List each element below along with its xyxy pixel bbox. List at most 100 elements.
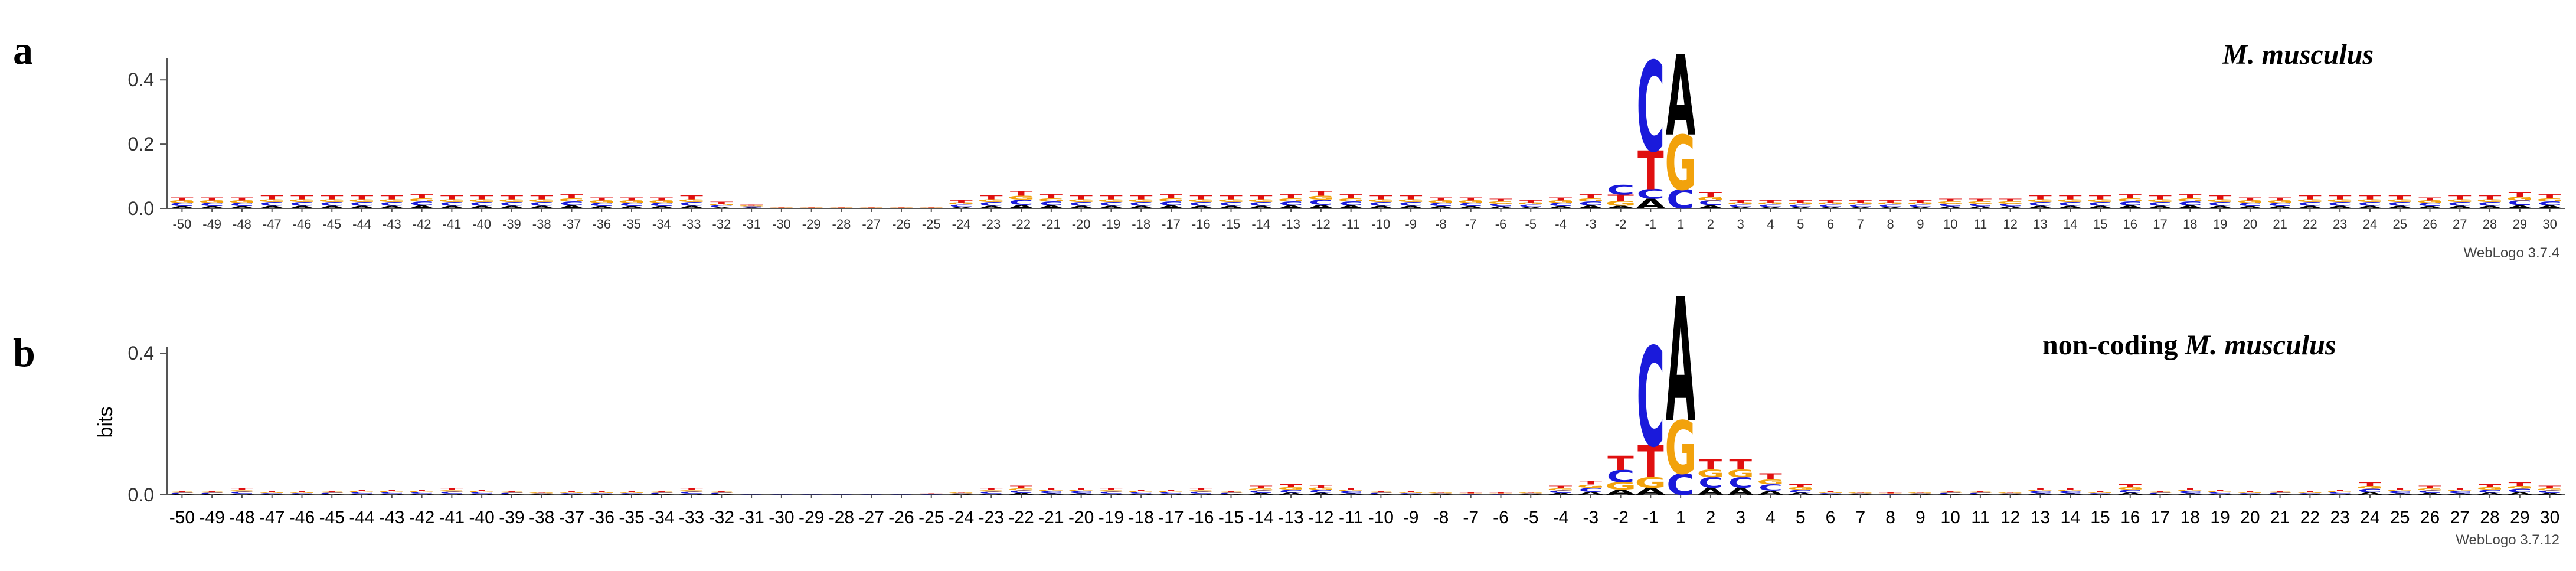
a-bg-letter-c: C <box>2298 201 2322 207</box>
a-x-tick-label: 23 <box>2333 217 2347 231</box>
a-bg-letter-t: T <box>1819 200 1842 204</box>
a-x-tick-label: 25 <box>2392 217 2407 231</box>
b-bg-letter-t: T <box>650 490 674 492</box>
b-bg-letter-a: A <box>1698 486 1724 497</box>
a-bg-letter-c: C <box>2088 201 2112 207</box>
a-bg-letter-a: A <box>589 205 614 209</box>
b-bg-letter-t: T <box>2029 487 2052 490</box>
b-bg-letter-c: C <box>2238 493 2262 495</box>
a-bg-letter-g: G <box>348 198 375 203</box>
b-bg-letter-t: T <box>2089 491 2111 493</box>
a-bg-letter-g: G <box>1907 202 1934 205</box>
b-x-tick-label: -13 <box>1278 508 1303 527</box>
b-bg-letter-t: T <box>260 491 283 493</box>
a-bg-letter-g: G <box>2506 196 2533 202</box>
b-x-tick-label: -24 <box>949 508 974 527</box>
b-bg-letter-c: C <box>380 492 404 494</box>
a-bg-letter-a: A <box>1218 205 1244 210</box>
a-x-tick-label: -47 <box>263 217 282 231</box>
b-bg-letter-t: T <box>2479 484 2502 488</box>
b-letter-g: G <box>1665 406 1696 491</box>
b-x-tick-label: 1 <box>1676 508 1686 527</box>
b-x-tick-label: 26 <box>2420 508 2440 527</box>
b-bg-letter-a: A <box>409 494 435 495</box>
b-bg-letter-g: G <box>1217 491 1244 493</box>
b-bg-letter-g: G <box>1967 491 1994 493</box>
a-bg-letter-t: T <box>2179 193 2202 200</box>
a-bg-letter-a: A <box>529 205 555 210</box>
b-bg-letter-t: T <box>710 490 734 492</box>
b-bg-letter-c: C <box>1129 492 1153 494</box>
b-x-tick-label: -32 <box>709 508 734 527</box>
a-bg-letter-g: G <box>678 198 705 203</box>
a-bg-letter-t: T <box>410 193 433 200</box>
b-bg-letter-t: T <box>740 493 763 494</box>
a-x-tick-label: -32 <box>712 217 731 231</box>
a-bg-letter-t: T <box>620 197 643 201</box>
a-bg-letter-a: A <box>409 205 435 210</box>
a-bg-letter-g: G <box>1547 200 1574 204</box>
a-bg-letter-c: C <box>2028 201 2052 207</box>
a-bg-letter-t: T <box>2538 193 2561 200</box>
a-bg-letter-g: G <box>288 198 315 203</box>
b-bg-letter-c: C <box>440 491 464 494</box>
a-bg-letter-a: A <box>2237 205 2263 209</box>
a-x-tick-label: -17 <box>1162 217 1181 231</box>
a-bg-letter-c: C <box>1728 204 1753 207</box>
a-bg-letter-a: A <box>738 207 764 208</box>
b-bg-letter-c: C <box>1968 492 1992 494</box>
panel-b-logo: ACGTACGTACGTACGTACGTACGTACGTACGTACGTACGT… <box>168 263 2564 502</box>
b-bg-letter-t: T <box>890 493 913 494</box>
a-bg-letter-c: C <box>1339 200 1363 207</box>
b-bg-letter-t: T <box>1280 484 1303 488</box>
b-x-tick-label: -10 <box>1368 508 1394 527</box>
b-x-tick-label: -15 <box>1218 508 1244 527</box>
a-bg-letter-g: G <box>228 200 256 204</box>
a-bg-letter-c: C <box>619 202 643 207</box>
b-bg-letter-c: C <box>1789 489 1813 494</box>
a-x-tick-label: -40 <box>472 217 491 231</box>
a-bg-letter-a: A <box>2387 205 2413 210</box>
a-bg-letter-t: T <box>1729 200 1752 204</box>
a-bg-letter-g: G <box>1337 197 1364 202</box>
b-bg-letter-g: G <box>1127 491 1155 492</box>
panel-b-species: non-coding M. musculus <box>2042 329 2336 361</box>
b-bg-letter-a: A <box>1338 493 1364 495</box>
b-bg-letter-g: G <box>318 491 345 493</box>
a-x-tick-label: -1 <box>1645 217 1657 231</box>
b-x-tick-label: -48 <box>229 508 254 527</box>
a-x-tick-label: 20 <box>2243 217 2257 231</box>
a-bg-letter-c: C <box>2268 202 2292 207</box>
a-bg-letter-t: T <box>1220 195 1243 201</box>
a-bg-letter-t: T <box>680 195 703 201</box>
b-bg-letter-a: A <box>319 494 345 495</box>
b-x-tick-label: -14 <box>1248 508 1274 527</box>
b-bg-letter-t: T <box>1400 491 1422 493</box>
a-bg-letter-c: C <box>1069 201 1093 207</box>
a-x-tick-label: -20 <box>1072 217 1091 231</box>
b-bg-letter-a: A <box>169 494 195 495</box>
b-bg-letter-g: G <box>1787 487 1814 490</box>
a-bg-letter-c: C <box>380 201 404 207</box>
a-bg-letter-a: A <box>1817 207 1843 209</box>
a-bg-letter-g: G <box>1367 198 1394 203</box>
b-x-tick-label: -28 <box>829 508 854 527</box>
a-x-tick-label: -12 <box>1312 217 1331 231</box>
a-bg-letter-a: A <box>2417 205 2443 209</box>
b-bg-letter-g: G <box>618 492 645 493</box>
a-bg-letter-c: C <box>560 200 584 207</box>
a-bg-letter-g: G <box>888 207 915 208</box>
b-bg-letter-a: A <box>1398 494 1424 495</box>
b-bg-letter-a: A <box>1368 494 1394 495</box>
a-x-tick-label: 30 <box>2542 217 2557 231</box>
a-x-tick-label: -26 <box>892 217 911 231</box>
a-bg-letter-a: A <box>1068 205 1094 210</box>
a-bg-letter-c: C <box>1459 202 1483 207</box>
a-bg-letter-a: A <box>2537 205 2563 210</box>
a-bg-letter-a: A <box>2147 205 2173 210</box>
a-bg-letter-g: G <box>1067 198 1094 203</box>
b-bg-letter-c: C <box>560 493 584 495</box>
b-bg-letter-a: A <box>2057 493 2083 495</box>
b-bg-letter-c: C <box>799 494 823 495</box>
panel-a-species-name: M. musculus <box>2222 39 2374 70</box>
